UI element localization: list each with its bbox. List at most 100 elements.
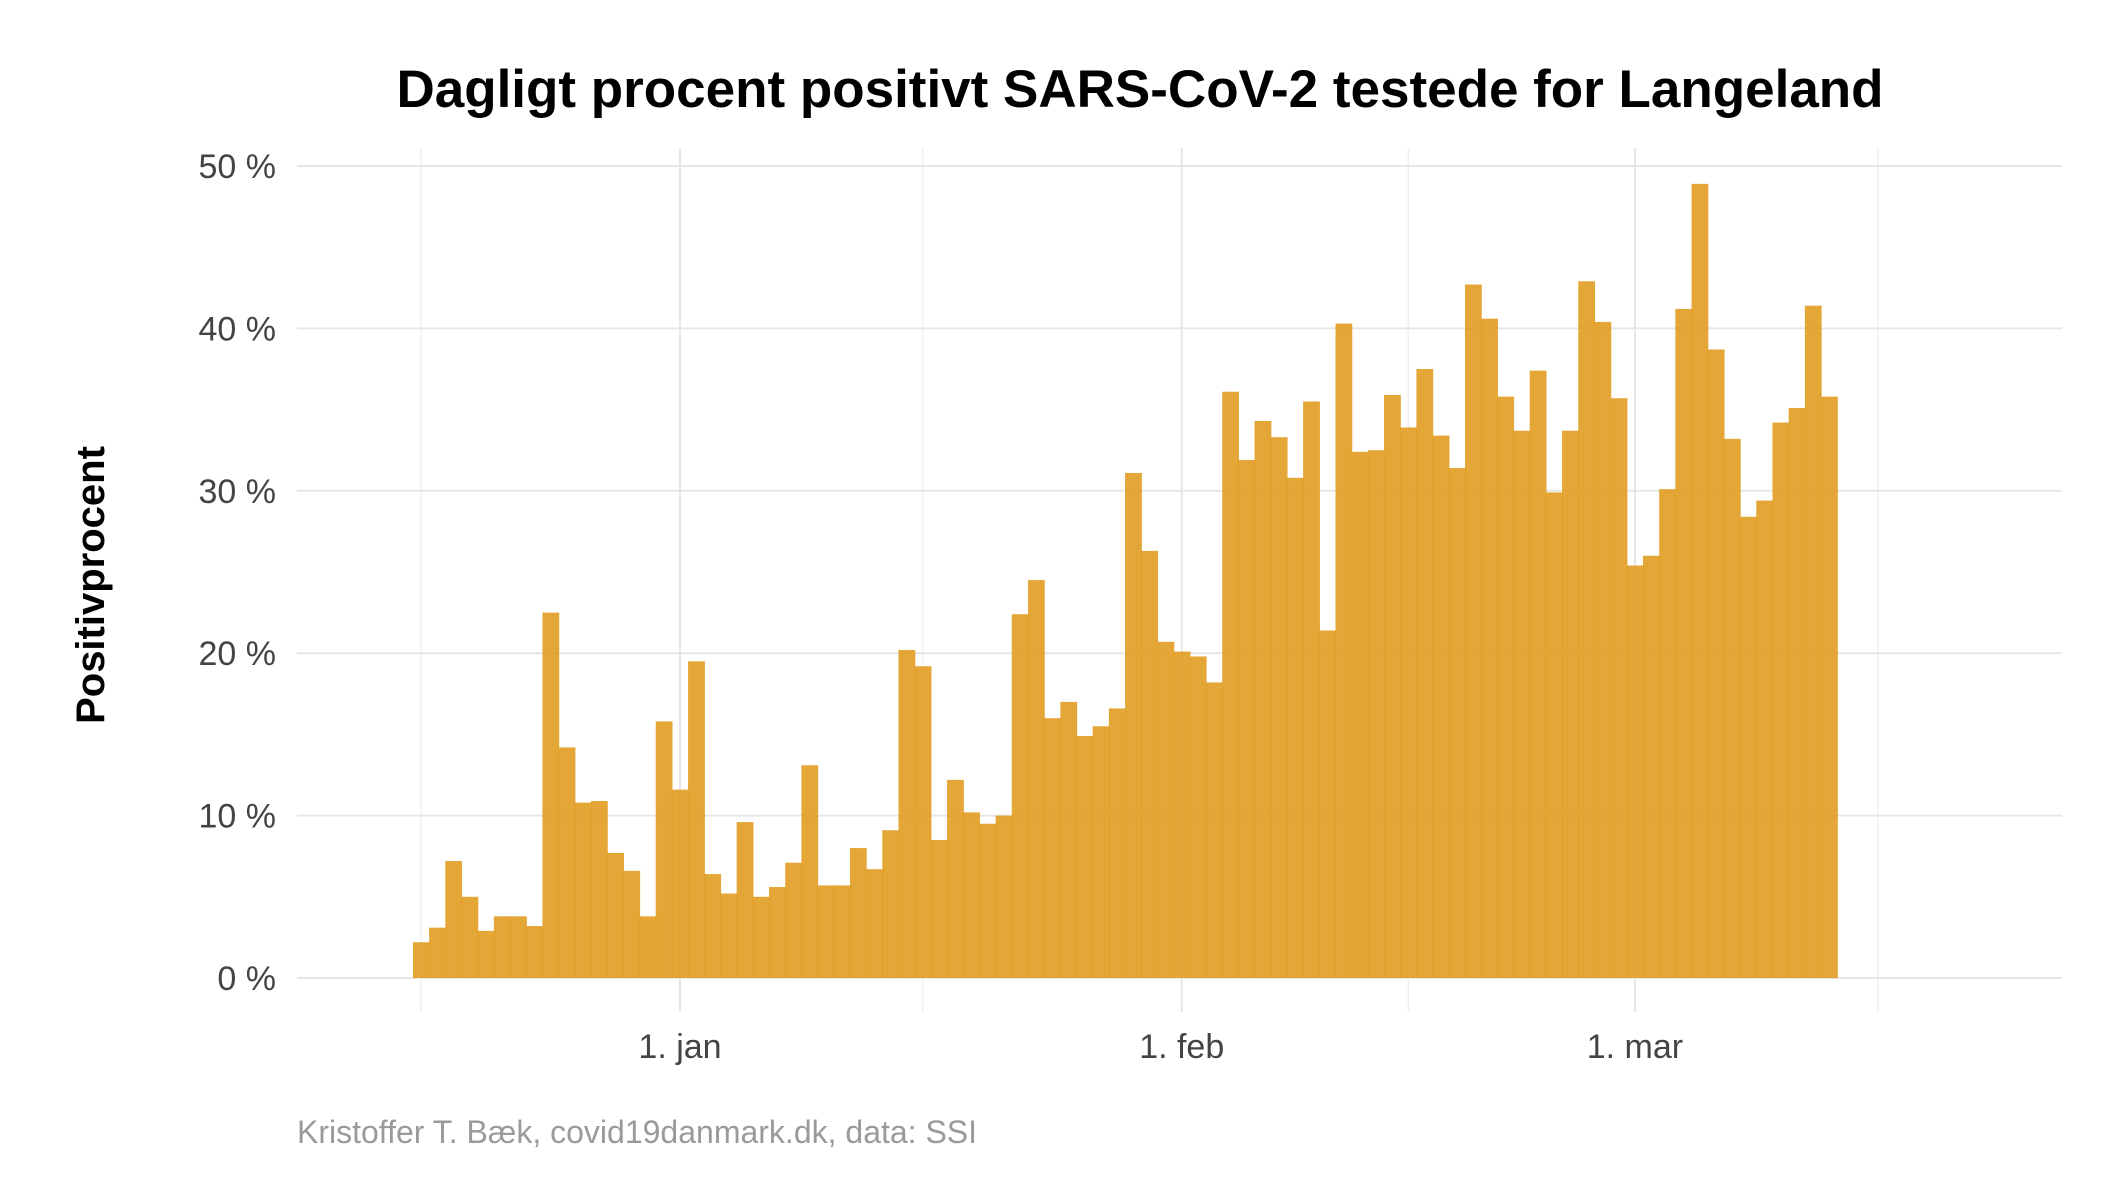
chart-title: Dagligt procent positivt SARS-CoV-2 test… bbox=[396, 60, 1883, 119]
bar bbox=[1384, 394, 1401, 979]
bar bbox=[607, 852, 624, 978]
bar bbox=[1448, 468, 1466, 978]
bar bbox=[1367, 450, 1385, 978]
bar bbox=[866, 869, 883, 978]
bar bbox=[1626, 565, 1644, 978]
bar bbox=[1011, 614, 1029, 978]
y-tick-label: 0 % bbox=[217, 960, 276, 998]
x-tick-label: 1. feb bbox=[1139, 1028, 1224, 1066]
x-tick-labels: 1. jan 1. feb 1. mar bbox=[638, 1028, 1683, 1066]
bar bbox=[801, 765, 819, 978]
bar bbox=[1254, 420, 1272, 979]
bar bbox=[510, 916, 527, 978]
bar bbox=[1108, 708, 1126, 978]
bar bbox=[1416, 369, 1434, 978]
x-tick-label: 1. mar bbox=[1587, 1028, 1683, 1066]
bar bbox=[1222, 391, 1239, 978]
bar bbox=[1125, 472, 1142, 978]
bar bbox=[526, 926, 544, 978]
bar bbox=[752, 896, 770, 978]
bar bbox=[688, 661, 705, 978]
x-tick-label: 1. jan bbox=[638, 1028, 721, 1066]
bar bbox=[785, 862, 802, 978]
bar bbox=[1659, 489, 1676, 978]
bar bbox=[639, 916, 657, 978]
bar bbox=[1335, 323, 1353, 978]
bar bbox=[704, 874, 722, 978]
bar bbox=[849, 848, 867, 978]
bar bbox=[1076, 736, 1094, 978]
bar bbox=[1141, 550, 1159, 978]
bar bbox=[412, 942, 430, 978]
bar bbox=[493, 916, 511, 978]
y-axis-label: Positivprocent bbox=[69, 446, 113, 724]
bar bbox=[882, 830, 900, 978]
bar bbox=[1060, 701, 1078, 978]
bar bbox=[1610, 398, 1628, 979]
bar bbox=[461, 896, 479, 978]
bar bbox=[445, 861, 463, 978]
bar bbox=[1319, 630, 1337, 978]
bar bbox=[1092, 726, 1110, 978]
bar bbox=[574, 802, 592, 978]
bar bbox=[542, 612, 560, 978]
bar bbox=[1529, 370, 1547, 978]
bar bbox=[914, 666, 932, 978]
bar bbox=[1578, 281, 1596, 978]
bar bbox=[1481, 318, 1498, 978]
bar bbox=[720, 893, 738, 978]
bar bbox=[655, 721, 673, 978]
bar bbox=[1173, 651, 1191, 978]
bar bbox=[671, 789, 689, 978]
bar bbox=[1189, 656, 1207, 978]
bar bbox=[963, 812, 981, 978]
bar bbox=[1497, 396, 1515, 978]
bar bbox=[1804, 305, 1822, 978]
bar bbox=[1303, 401, 1320, 979]
bar bbox=[1707, 349, 1725, 978]
bar bbox=[1821, 396, 1838, 978]
bar bbox=[429, 927, 446, 978]
y-tick-labels: 0 % 10 % 20 % 30 % 40 % 50 % bbox=[199, 148, 277, 998]
bar bbox=[1788, 407, 1806, 979]
y-tick-label: 40 % bbox=[199, 310, 277, 348]
caption: Kristoffer T. Bæk, covid19danmark.dk, da… bbox=[297, 1114, 977, 1150]
bar bbox=[1513, 430, 1531, 979]
bar bbox=[1286, 477, 1304, 978]
bar bbox=[817, 885, 835, 978]
bar bbox=[1675, 308, 1693, 978]
bar bbox=[1545, 492, 1563, 978]
bar bbox=[1723, 438, 1741, 979]
bar bbox=[1027, 580, 1045, 978]
bar bbox=[558, 747, 576, 978]
bar bbox=[1643, 555, 1660, 978]
bar bbox=[1691, 183, 1709, 979]
bar bbox=[477, 930, 495, 978]
bar bbox=[947, 779, 964, 978]
bar bbox=[930, 839, 948, 978]
bar bbox=[1044, 718, 1061, 978]
bar bbox=[1270, 437, 1288, 979]
bar bbox=[1562, 430, 1579, 979]
bar bbox=[1772, 422, 1790, 979]
bar bbox=[1740, 516, 1757, 978]
bar bbox=[1206, 682, 1223, 978]
bar bbox=[1756, 500, 1774, 978]
bar bbox=[1594, 321, 1612, 978]
bar bbox=[1238, 459, 1256, 978]
y-tick-label: 20 % bbox=[199, 635, 277, 673]
bar bbox=[1157, 641, 1175, 978]
bar bbox=[1400, 427, 1418, 979]
bars bbox=[412, 183, 1838, 979]
bar bbox=[898, 649, 916, 978]
y-tick-label: 30 % bbox=[199, 473, 277, 511]
bar bbox=[1432, 435, 1450, 979]
bar bbox=[590, 800, 608, 978]
bar bbox=[1464, 284, 1482, 978]
bar bbox=[995, 815, 1013, 978]
bar bbox=[736, 822, 754, 978]
bar bbox=[769, 887, 786, 978]
y-tick-label: 10 % bbox=[199, 798, 277, 836]
bar bbox=[833, 885, 851, 978]
